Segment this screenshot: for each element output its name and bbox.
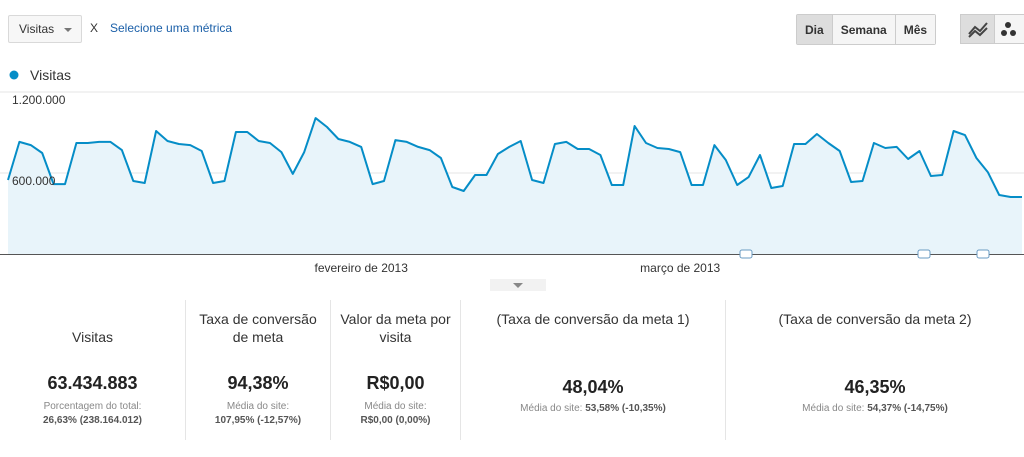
scorecard-label: Taxa de conversão de meta xyxy=(199,311,317,345)
icon xyxy=(968,22,988,35)
icon xyxy=(968,27,988,38)
scorecard-note: 107,95% (-12,57%) xyxy=(186,414,330,428)
scorecard-note: 26,63% (238.164.012) xyxy=(0,414,185,428)
period-button[interactable]: Semana xyxy=(831,15,895,44)
note-value: 107,95% xyxy=(214,415,255,426)
scorecard-label: Valor da meta por visita xyxy=(340,311,451,345)
note-value: 26,63% xyxy=(43,415,77,426)
chart: Visitas 600.000 1.200.000 fevereiro de 201… xyxy=(0,67,1024,291)
scorecard: Taxa de conversão de meta 94,38% Média do … xyxy=(185,300,330,440)
scorecard-note: Média do site: xyxy=(226,401,290,412)
scorecard-note: Média do site: 53,58% (-10,35%) xyxy=(461,402,725,416)
legend-swatch xyxy=(9,70,19,80)
period-button[interactable]: Dia xyxy=(797,15,832,44)
chart-type-buttons xyxy=(960,14,1024,44)
remove-metric[interactable]: X xyxy=(90,21,99,35)
icon xyxy=(1005,22,1011,28)
period-button[interactable]: Mês xyxy=(894,15,936,44)
scorecard-note: Média do site: 54,37% (-14,75%) xyxy=(726,402,1024,416)
scorecard-value: 94,38% xyxy=(227,373,289,393)
y-tick-label: 600.000 xyxy=(12,174,56,188)
scorecard-label: (Taxa de conversão da meta 2) xyxy=(778,311,972,327)
annotation-marker xyxy=(976,249,990,259)
area xyxy=(8,118,1022,254)
scorecard-note: Porcentagem do total: xyxy=(43,401,142,412)
scorecard-value: 46,35% xyxy=(844,377,906,397)
scorecard-value: 63.434.883 xyxy=(47,373,138,393)
note-delta: (-14,75%) xyxy=(903,403,948,414)
toggle-arrow xyxy=(513,283,523,288)
note-text: Média do site: xyxy=(802,403,865,414)
scorecard-note: R$0,00 (0,00%) xyxy=(331,414,460,428)
scorecard-value: 48,04% xyxy=(562,377,624,397)
note-delta: (-12,57%) xyxy=(257,415,302,426)
metric-dropdown[interactable]: Visitas xyxy=(8,15,82,43)
select-metric-link[interactable]: Selecione uma métrica xyxy=(110,21,233,35)
note-text: Média do site: xyxy=(520,403,583,414)
x-tick-label: fevereiro de 2013 xyxy=(314,261,408,275)
motion-chart-button[interactable] xyxy=(994,14,1024,44)
period-buttons: Dia Semana Mês xyxy=(796,14,937,45)
line xyxy=(7,117,1022,198)
scorecard: Valor da meta por visita R$0,00 Média do s… xyxy=(330,300,460,440)
annotation-marker xyxy=(917,249,931,259)
scorecard-label: Visitas xyxy=(72,329,113,345)
scorecard-label: (Taxa de conversão da meta 1) xyxy=(496,311,690,327)
note-delta: (238.164.012) xyxy=(79,415,142,426)
note-value: R$0,00 xyxy=(360,415,393,426)
legend-label: Visitas xyxy=(30,67,71,83)
annotation-marker xyxy=(739,249,753,259)
scorecard-note: Média do site: xyxy=(364,401,427,412)
note-value: 54,37% xyxy=(867,403,902,414)
scorecard-value: R$0,00 xyxy=(366,373,425,393)
note-delta: (0,00%) xyxy=(395,415,431,426)
note-value: 53,58% xyxy=(585,403,620,414)
icon xyxy=(1010,30,1016,36)
note-delta: (-10,35%) xyxy=(621,403,666,414)
icon xyxy=(1001,30,1007,36)
x-tick-label: março de 2013 xyxy=(640,261,720,275)
y-tick-label: 1.200.000 xyxy=(12,93,66,107)
scorecard: (Taxa de conversão da meta 2) 46,35% Média… xyxy=(725,300,1024,440)
scorecard: (Taxa de conversão da meta 1) 48,04% Média… xyxy=(460,300,725,440)
scorecard: Visitas 63.434.883 Porcentagem do total: 26… xyxy=(0,300,185,440)
